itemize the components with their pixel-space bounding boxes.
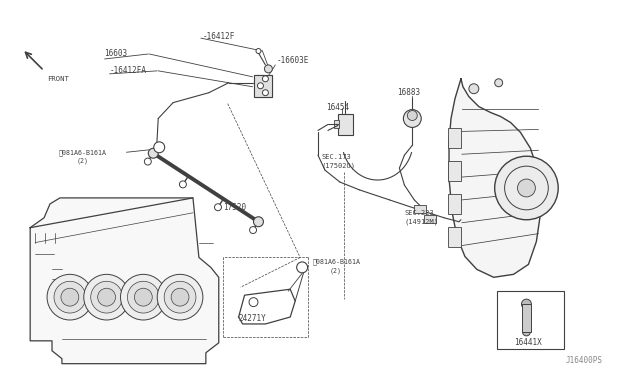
Circle shape [522,299,531,309]
Text: Ⓑ081A6-B161A: Ⓑ081A6-B161A [59,149,107,155]
Circle shape [522,328,531,336]
Circle shape [214,204,221,211]
Text: 17520: 17520 [223,203,246,212]
Polygon shape [449,79,541,277]
Circle shape [253,217,264,227]
Circle shape [84,274,129,320]
Circle shape [157,274,203,320]
Text: 16603: 16603 [104,49,128,58]
Bar [253,75,273,97]
Circle shape [297,262,308,273]
Circle shape [249,298,258,307]
Circle shape [262,90,268,96]
Text: (17502O): (17502O) [322,163,356,169]
Circle shape [264,65,273,73]
Text: -16412FA: -16412FA [109,66,147,76]
Bar [448,128,461,148]
Circle shape [179,181,186,188]
Circle shape [154,142,164,153]
Circle shape [61,288,79,306]
Bar [334,121,339,128]
Bar [497,291,564,349]
Bar [448,227,461,247]
Polygon shape [30,198,219,364]
Circle shape [54,281,86,313]
Circle shape [495,156,558,220]
Text: -16603E: -16603E [276,57,308,65]
Text: 24271Y: 24271Y [239,314,266,324]
Text: FRONT: FRONT [47,76,69,82]
Text: (14912M): (14912M) [404,218,438,225]
Polygon shape [253,75,273,97]
Bar [522,304,531,332]
Circle shape [171,288,189,306]
Text: J16400PS: J16400PS [566,356,603,365]
Circle shape [407,110,417,121]
Circle shape [495,79,502,87]
Circle shape [469,84,479,94]
Circle shape [250,227,257,234]
Circle shape [134,288,152,306]
Text: SEC.173: SEC.173 [322,154,352,160]
Text: Ⓑ081A6-B161A: Ⓑ081A6-B161A [313,258,361,265]
Circle shape [164,281,196,313]
Bar [448,161,461,181]
Circle shape [127,281,159,313]
Text: 16883: 16883 [397,88,420,97]
Text: SEC.223: SEC.223 [404,210,434,216]
Text: -16412F: -16412F [203,32,236,41]
Circle shape [91,281,122,313]
Circle shape [145,158,151,165]
Circle shape [98,288,116,306]
Circle shape [262,76,268,82]
Circle shape [518,179,536,197]
Circle shape [148,148,158,158]
Text: (2): (2) [77,158,89,164]
Circle shape [403,110,421,128]
Bar [448,194,461,214]
Circle shape [257,83,264,89]
Bar [424,215,436,223]
Bar [414,205,426,213]
Circle shape [256,48,261,54]
Circle shape [47,274,93,320]
Text: 16441X: 16441X [515,338,542,347]
Text: 16454: 16454 [326,103,349,112]
Bar [338,113,353,135]
Text: (2): (2) [330,267,342,274]
Circle shape [120,274,166,320]
